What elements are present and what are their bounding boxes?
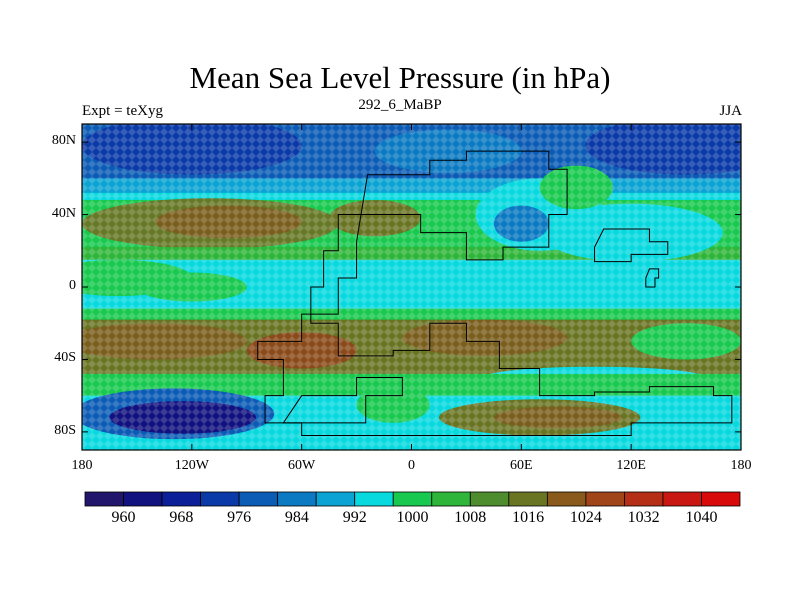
x-tick-label: 60W [288, 458, 316, 473]
colorbar-label: 1016 [512, 509, 545, 526]
colorbar-swatch [123, 491, 163, 507]
colorbar-swatch [546, 491, 587, 507]
colorbar-swatch [585, 491, 625, 507]
colorbar-label: 984 [284, 509, 309, 526]
colorbar-label: 968 [169, 509, 194, 526]
colorbar-label: 1024 [569, 509, 602, 526]
colorbar-label: 992 [342, 509, 367, 526]
colorbar-swatch [277, 491, 317, 507]
colorbar-swatch [701, 491, 741, 507]
x-tick-label: 120W [174, 458, 209, 473]
x-tick-label: 180 [730, 458, 752, 473]
y-tick-label: 40N [51, 205, 76, 221]
colorbar-swatch [161, 491, 201, 507]
coastline-2 [282, 377, 403, 424]
colorbar-swatch [431, 491, 471, 507]
coastline-0 [257, 150, 733, 437]
colorbar-label: 960 [111, 509, 136, 526]
colorbar-label: 1000 [396, 509, 429, 526]
colorbar-swatch [392, 491, 433, 507]
map-field [82, 124, 741, 450]
y-tick-label: 0 [69, 278, 76, 293]
x-tick-label: 180 [71, 458, 93, 473]
colorbar-label: 1040 [685, 509, 718, 526]
colorbar-swatch [662, 491, 702, 507]
x-tick-label: 120E [616, 458, 646, 473]
coastline-3 [645, 268, 660, 288]
y-tick-label: 40S [54, 350, 76, 366]
y-tick-label: 80S [54, 422, 76, 438]
texture [82, 124, 741, 450]
colorbar-swatch [469, 491, 510, 507]
colorbar-swatch [200, 491, 240, 507]
season-label: JJA [719, 103, 742, 119]
x-tick-label: 60E [510, 458, 533, 473]
period-label: 292_6_MaBP [358, 97, 442, 113]
colorbar-swatch [238, 491, 279, 507]
colorbar-label: 976 [227, 509, 252, 526]
experiment-label: Expt = teXyg [82, 103, 163, 119]
y-tick-label: 80N [51, 133, 76, 149]
colorbar-label: 1008 [454, 509, 487, 526]
x-tick-label: 0 [408, 458, 415, 473]
coastline-1 [594, 228, 669, 263]
colorbar-swatch [508, 491, 548, 507]
colorbar-swatch [354, 491, 394, 507]
colorbar-swatch [315, 491, 356, 507]
map-title: Mean Sea Level Pressure (in hPa) [189, 60, 611, 95]
colorbar-swatch [84, 491, 124, 507]
colorbar-swatch [624, 491, 664, 507]
colorbar-label: 1032 [627, 509, 660, 526]
